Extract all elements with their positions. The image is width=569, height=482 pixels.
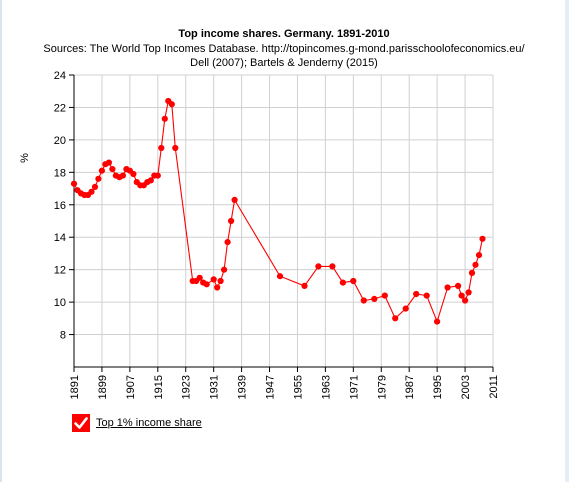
data-point	[423, 292, 430, 299]
y-tick-label: 14	[54, 232, 66, 244]
x-tick-label: 1923	[181, 375, 193, 399]
data-point	[301, 282, 308, 289]
y-axis-label: %	[19, 153, 31, 163]
chart-subtitle-line-2: Dell (2007); Bartels & Jenderny (2015)	[190, 57, 378, 69]
data-point	[154, 172, 161, 179]
legend-checkbox[interactable]	[72, 414, 90, 432]
data-point	[168, 101, 175, 108]
data-point	[210, 276, 217, 283]
x-tick-label: 1891	[69, 375, 81, 399]
data-point	[109, 166, 116, 173]
y-tick-label: 18	[54, 167, 66, 179]
window-left-edge	[0, 0, 2, 482]
data-point	[105, 159, 112, 166]
x-tick-label: 1971	[348, 375, 360, 399]
data-point	[479, 235, 486, 242]
data-point	[214, 284, 221, 291]
data-point	[98, 167, 105, 174]
data-point	[462, 297, 469, 304]
data-point	[402, 305, 409, 312]
data-point	[228, 217, 235, 225]
data-point	[221, 266, 228, 273]
data-point	[147, 177, 154, 184]
data-point	[231, 196, 238, 203]
y-tick-label: 22	[54, 102, 66, 114]
data-point	[329, 263, 336, 270]
data-point	[472, 261, 479, 268]
data-point	[468, 269, 476, 276]
x-tick-label: 1931	[209, 375, 221, 399]
data-point	[458, 292, 465, 299]
data-point	[172, 144, 179, 152]
x-tick-label: 1899	[97, 375, 109, 399]
data-point	[158, 144, 165, 152]
chart-subtitle-line-1: Sources: The World Top Incomes Database.…	[43, 43, 525, 55]
data-point	[95, 175, 102, 182]
data-point	[161, 115, 168, 122]
x-tick-label: 1947	[265, 375, 277, 399]
legend-label-top-1-percent[interactable]: Top 1% income share	[96, 417, 202, 429]
y-tick-label: 16	[54, 200, 66, 212]
x-tick-label: 1955	[292, 375, 304, 399]
data-point	[360, 297, 367, 304]
y-tick-label: 12	[54, 265, 66, 277]
axes	[69, 74, 494, 372]
data-point	[91, 183, 99, 190]
x-tick-label: 2003	[460, 375, 472, 399]
chart-title: Top income shares. Germany. 1891-2010	[178, 28, 389, 40]
y-tick-label: 8	[60, 330, 66, 342]
data-point	[444, 284, 451, 291]
x-tick-label: 1963	[320, 375, 332, 399]
data-point	[88, 188, 95, 195]
data-point	[465, 289, 472, 296]
x-tick-label: 1907	[125, 375, 137, 399]
legend: Top 1% income share	[72, 414, 202, 432]
data-point	[475, 252, 483, 259]
data-point	[413, 290, 420, 298]
data-point	[217, 277, 224, 285]
data-point	[371, 295, 378, 302]
series-line	[73, 99, 484, 324]
data-point	[434, 318, 441, 325]
x-tick-label: 1939	[237, 375, 249, 399]
y-tick-label: 20	[54, 135, 66, 147]
data-point	[381, 292, 388, 299]
data-point	[70, 180, 78, 187]
tick-labels: 8 10 12 14 16 18 20 22 24 1891 1899 1907 1915 1923 193…	[54, 70, 500, 399]
data-point	[350, 277, 357, 285]
y-tick-label: 10	[54, 297, 66, 309]
data-point	[339, 279, 346, 286]
x-tick-label: 2011	[488, 375, 500, 399]
data-point	[130, 170, 137, 178]
data-point	[392, 315, 399, 322]
data-point	[119, 172, 126, 179]
data-point	[203, 281, 210, 288]
data-point	[196, 274, 203, 281]
y-tick-label: 24	[54, 70, 66, 82]
chart: Top income shares. Germany. 1891-2010 So…	[19, 28, 526, 399]
data-point	[276, 273, 284, 280]
x-tick-label: 1987	[404, 375, 416, 399]
window-right-edge	[565, 0, 569, 482]
grid	[73, 74, 494, 367]
x-tick-label: 1995	[432, 375, 444, 399]
x-tick-label: 1979	[376, 375, 388, 399]
data-point	[455, 282, 462, 289]
series-top-1-percent	[70, 97, 486, 325]
data-point	[224, 239, 231, 246]
data-point	[315, 263, 322, 270]
x-tick-label: 1915	[153, 375, 165, 399]
checkmark-icon	[72, 414, 90, 432]
